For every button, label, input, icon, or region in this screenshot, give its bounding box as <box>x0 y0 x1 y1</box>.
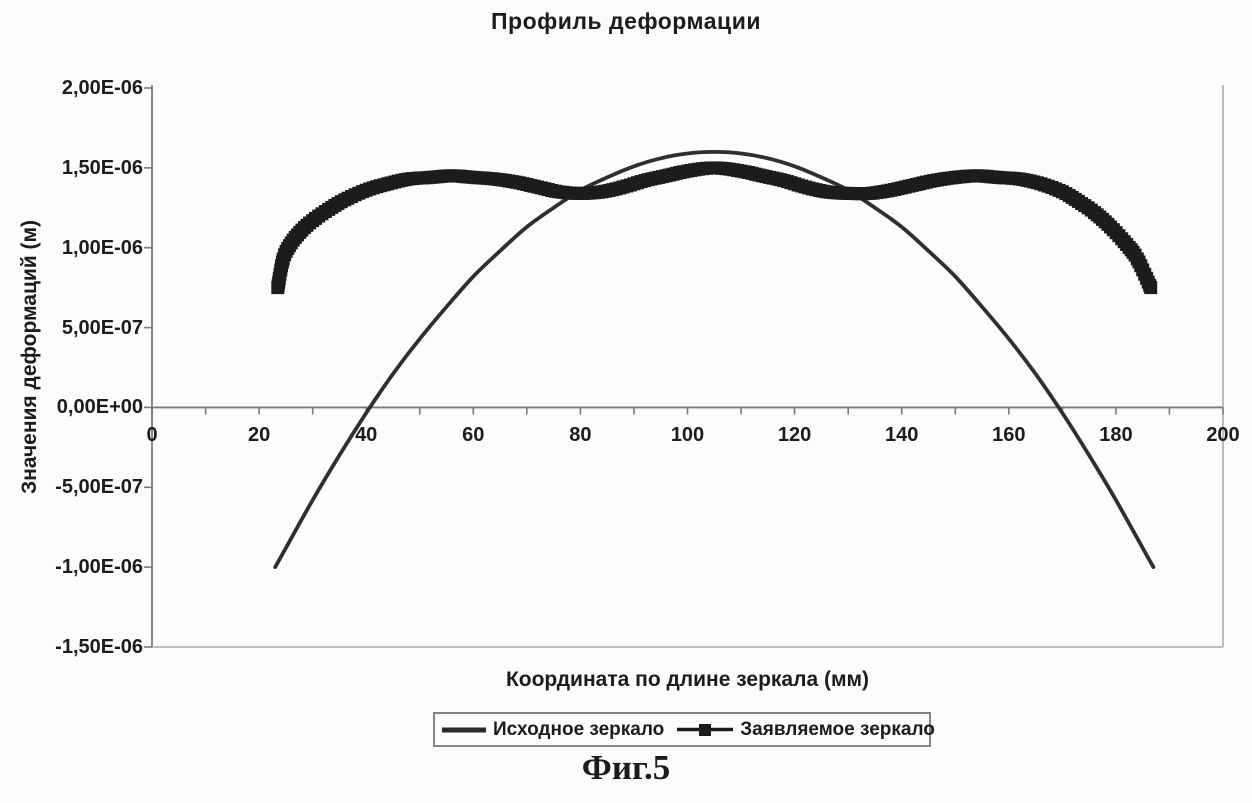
x-tick-label: 40 <box>355 424 378 446</box>
x-tick-label: 160 <box>992 424 1026 446</box>
x-tick-label: 140 <box>885 424 919 446</box>
chart-title: Профиль деформации <box>491 8 761 34</box>
figure-caption: Фиг.5 <box>581 748 671 787</box>
y-tick-label: 2,00E-06 <box>61 77 143 99</box>
y-tick-label: -1,00E-06 <box>55 556 143 579</box>
legend-item-claimed: Заявляемое зеркало <box>676 719 935 741</box>
x-tick-label: 100 <box>670 424 705 446</box>
chart-legend: Исходное зеркало Заявляемое зеркало <box>433 712 935 747</box>
x-tick-label: 0 <box>146 424 158 446</box>
y-tick-label: -1,50E-06 <box>55 636 143 658</box>
y-axis-title: Значения деформаций (м) <box>18 219 41 495</box>
x-axis-title: Координата по длине зеркала (мм) <box>505 668 870 691</box>
series-original-mirror-line <box>273 150 1156 569</box>
x-tick-label: 80 <box>569 424 592 446</box>
x-tick-label: 200 <box>1206 424 1240 446</box>
legend-line-sample <box>442 727 486 732</box>
square-marker <box>1144 281 1158 295</box>
legend-label-original: Исходное зеркало <box>493 718 665 740</box>
x-tick-label: 180 <box>1099 424 1133 446</box>
y-tick-label: 0,00E+00 <box>56 396 143 419</box>
y-tick-label: 5,00E-07 <box>61 316 143 339</box>
y-tick-label: 1,50E-06 <box>61 156 143 179</box>
legend-marker-line-sample <box>677 724 734 736</box>
y-tick-label: 1,00E-06 <box>61 236 143 259</box>
y-tick-label: -5,00E-07 <box>55 476 143 499</box>
legend-label-claimed: Заявляемое зеркало <box>740 718 935 740</box>
x-tick-label: 120 <box>777 424 812 446</box>
x-tick-label: 60 <box>462 424 485 446</box>
legend-item-original: Исходное зеркало <box>441 719 664 741</box>
x-tick-label: 20 <box>247 424 271 446</box>
series-claimed-mirror-markers <box>271 161 1158 295</box>
